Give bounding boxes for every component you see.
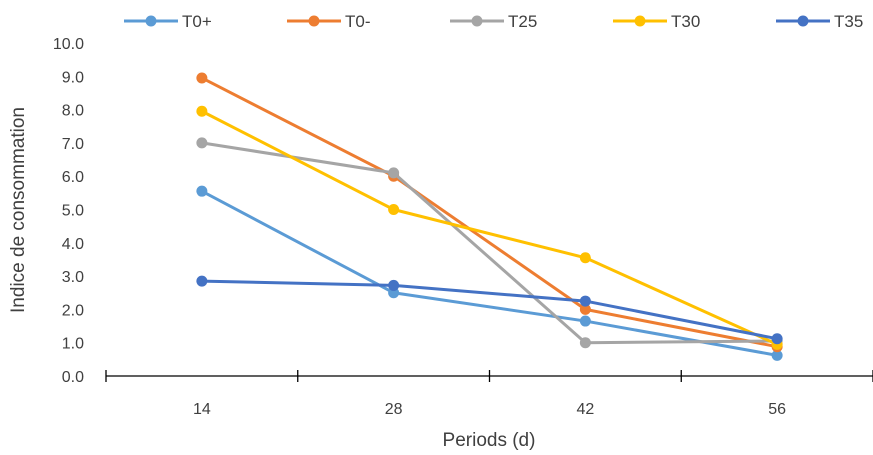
legend-label: T0- (345, 12, 371, 31)
legend-item: T30 (613, 12, 700, 31)
legend-marker (471, 15, 483, 27)
x-tick-label: 14 (193, 401, 211, 418)
y-axis-title: Indice de consommation (8, 107, 29, 313)
data-point (579, 315, 591, 327)
y-tick-label: 9.0 (62, 69, 84, 86)
data-point (579, 303, 591, 315)
data-point (196, 72, 208, 84)
legend-marker (634, 15, 646, 27)
data-point (579, 337, 591, 349)
data-point (196, 275, 208, 287)
legend-label: T25 (508, 12, 537, 31)
series-T35 (196, 275, 783, 345)
series-layer (196, 72, 783, 361)
x-axis-title: Periods (d) (443, 430, 536, 451)
legend-item: T0+ (124, 12, 212, 31)
series-T0- (196, 72, 783, 353)
legend: T0+ T0- T25 T30 T35 (124, 12, 863, 31)
y-tick-label: 10.0 (53, 36, 84, 53)
y-tick-label: 0.0 (62, 369, 84, 386)
y-tick-label: 8.0 (62, 103, 84, 120)
data-point (388, 204, 400, 215)
x-tick-label: 28 (385, 401, 403, 418)
y-tick-label: 1.0 (62, 336, 84, 353)
data-point (196, 137, 208, 149)
legend-marker (797, 15, 809, 27)
data-point (579, 295, 591, 307)
data-point (196, 105, 208, 117)
data-point (388, 279, 400, 291)
y-tick-label: 5.0 (62, 203, 84, 220)
data-point (771, 333, 783, 345)
series-T0+ (196, 185, 783, 361)
series-line (200, 109, 779, 346)
y-tick-label: 7.0 (62, 136, 84, 153)
y-tick-label: 4.0 (62, 236, 84, 253)
legend-label: T0+ (182, 12, 212, 31)
series-line (200, 76, 779, 349)
series-line (200, 141, 779, 345)
x-tick-label: 42 (576, 401, 594, 418)
series-T30 (196, 105, 783, 350)
legend-marker (308, 15, 320, 27)
legend-marker (145, 15, 157, 27)
y-tick-label: 3.0 (62, 269, 84, 286)
legend-item: T25 (450, 12, 537, 31)
series-line (200, 279, 779, 341)
legend-label: T35 (834, 12, 863, 31)
data-point (771, 349, 783, 361)
data-point (196, 185, 208, 197)
legend-item: T35 (776, 12, 863, 31)
x-axis: 14 28 42 56 (105, 370, 873, 418)
legend-label: T30 (671, 12, 700, 31)
series-line (200, 189, 779, 357)
y-tick-label: 2.0 (62, 302, 84, 319)
y-tick-label: 6.0 (62, 169, 84, 186)
data-point (579, 252, 591, 264)
series-T25 (196, 137, 783, 349)
y-axis-ticks: 0.0 1.0 2.0 3.0 4.0 5.0 6.0 7.0 8.0 9.0 10.0 (53, 36, 84, 386)
x-tick-label: 56 (768, 401, 786, 418)
legend-item: T0- (287, 12, 371, 31)
data-point (388, 167, 400, 179)
